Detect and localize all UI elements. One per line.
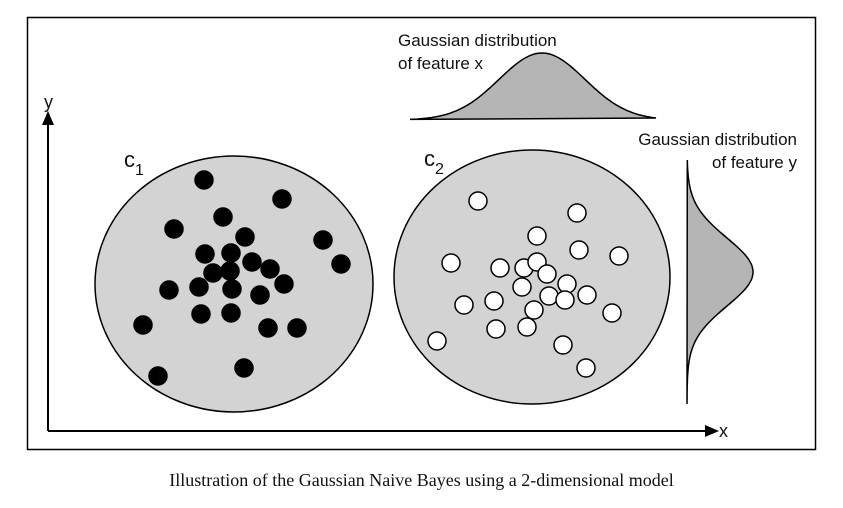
gaussian-x-curve: [409, 52, 657, 121]
class2-point: [468, 191, 488, 211]
class1-point: [258, 318, 278, 338]
class2-point: [524, 300, 544, 320]
class1-point: [313, 230, 333, 250]
class1-point: [331, 254, 351, 274]
class1-point: [274, 274, 294, 294]
class2-point: [484, 291, 504, 311]
class2-point: [537, 264, 557, 284]
class2-point: [486, 319, 506, 339]
class2-point: [567, 203, 587, 223]
gaussian-x-label-line2: of feature x: [398, 54, 484, 73]
class1-label: c1: [124, 147, 144, 179]
y-axis-arrowhead: [42, 111, 54, 125]
class1-point: [203, 263, 223, 283]
class1-point: [195, 244, 215, 264]
class2-point: [553, 335, 573, 355]
class1-point: [235, 227, 255, 247]
x-axis-label: x: [719, 421, 728, 441]
class1-point: [287, 318, 307, 338]
gaussian-y-curve: [686, 159, 754, 405]
class1-point: [221, 303, 241, 323]
class1-point: [272, 189, 292, 209]
class1-point: [221, 243, 241, 263]
class2-point: [490, 258, 510, 278]
gaussian-x-label-line1: Gaussian distribution: [398, 31, 557, 50]
class1-point: [234, 358, 254, 378]
figure-frame: [26, 16, 817, 451]
class2-point: [577, 285, 597, 305]
class2-points: [427, 191, 629, 378]
gaussian-y-label-line1: Gaussian distribution: [638, 130, 797, 149]
class2-point: [602, 303, 622, 323]
class2-point: [517, 317, 537, 337]
class1-point: [194, 170, 214, 190]
y-axis-label: y: [44, 92, 53, 112]
class1-point: [250, 285, 270, 305]
class2-point: [609, 246, 629, 266]
class1-point: [191, 304, 211, 324]
class1-point: [220, 261, 240, 281]
class1-point: [164, 219, 184, 239]
class2-point: [512, 277, 532, 297]
class2-point: [569, 240, 589, 260]
class1-point: [242, 252, 262, 272]
class1-point: [260, 259, 280, 279]
class1-point: [189, 277, 209, 297]
class1-point: [222, 279, 242, 299]
class1-point: [213, 207, 233, 227]
class2-point: [427, 331, 447, 351]
class2-point: [576, 358, 596, 378]
class1-points: [133, 170, 351, 386]
class2-label: c2: [424, 146, 444, 178]
class2-point: [454, 295, 474, 315]
class1-point: [148, 366, 168, 386]
figure-caption: Illustration of the Gaussian Naive Bayes…: [169, 470, 674, 490]
gaussian-y-label-line2: of feature y: [712, 153, 798, 172]
class2-point: [539, 286, 559, 306]
class2-point: [555, 290, 575, 310]
class1-point: [159, 280, 179, 300]
class2-point: [557, 274, 577, 294]
class1-point: [133, 315, 153, 335]
class2-point: [441, 253, 461, 273]
x-axis-arrowhead: [705, 425, 719, 437]
class2-point: [527, 226, 547, 246]
class2-cluster: [393, 149, 671, 405]
